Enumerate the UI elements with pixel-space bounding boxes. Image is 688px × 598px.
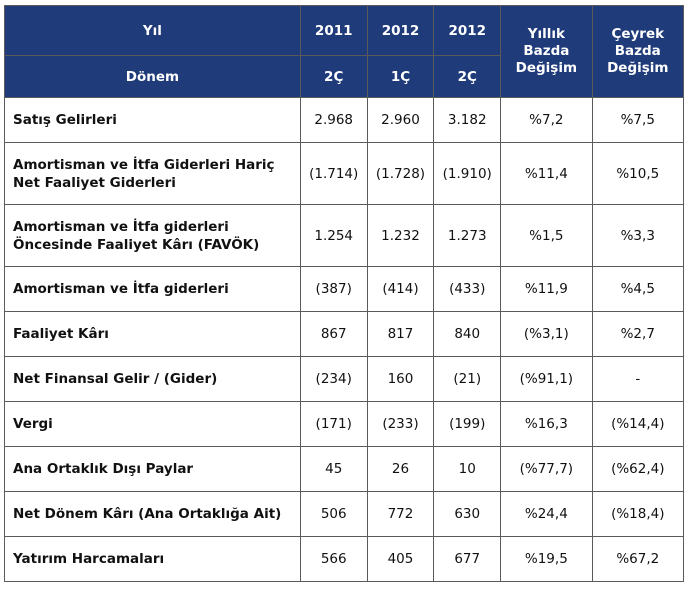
row-yearly-change: %1,5 xyxy=(500,204,593,267)
table-row: Net Dönem Kârı (Ana Ortaklığa Ait) 506 7… xyxy=(4,491,685,537)
row-value-2012-q1: 772 xyxy=(366,491,435,537)
row-quarterly-change: %67,2 xyxy=(591,536,685,582)
table-row: Vergi (171) (233) (199) %16,3 (%14,4) xyxy=(4,401,685,447)
row-label: Satış Gelirleri xyxy=(4,97,301,143)
row-value-2012-q1: 817 xyxy=(366,311,435,357)
row-value-2012-q1: 26 xyxy=(366,446,435,492)
row-yearly-change: (%77,7) xyxy=(500,446,593,492)
row-quarterly-change: %2,7 xyxy=(591,311,685,357)
row-value-2012-q2: 1.273 xyxy=(433,204,502,267)
financial-summary-table: Yıl 2011 2012 2012 Yıllık Bazda Değişim … xyxy=(4,5,685,582)
row-value-2012-q2: 630 xyxy=(433,491,502,537)
header-year-1: 2011 xyxy=(299,5,368,56)
row-value-2011-q2: 2.968 xyxy=(299,97,368,143)
header-period-3: 2Ç xyxy=(433,55,502,98)
row-yearly-change: %11,9 xyxy=(500,266,593,312)
row-label: Amortisman ve İtfa Giderleri Hariç Net F… xyxy=(4,142,301,205)
row-quarterly-change: %3,3 xyxy=(591,204,685,267)
row-yearly-change: %7,2 xyxy=(500,97,593,143)
row-label: Yatırım Harcamaları xyxy=(4,536,301,582)
row-value-2012-q2: 10 xyxy=(433,446,502,492)
table-row: Ana Ortaklık Dışı Paylar 45 26 10 (%77,7… xyxy=(4,446,685,492)
row-value-2012-q2: (21) xyxy=(433,356,502,402)
row-value-2012-q1: 2.960 xyxy=(366,97,435,143)
table-row: Satış Gelirleri 2.968 2.960 3.182 %7,2 %… xyxy=(4,97,685,143)
header-row-year: Yıl 2011 2012 2012 Yıllık Bazda Değişim … xyxy=(4,5,685,98)
header-period-2: 1Ç xyxy=(366,55,435,98)
row-value-2012-q2: (199) xyxy=(433,401,502,447)
row-label: Net Dönem Kârı (Ana Ortaklığa Ait) xyxy=(4,491,301,537)
row-value-2011-q2: 506 xyxy=(299,491,368,537)
row-yearly-change: %16,3 xyxy=(500,401,593,447)
header-period-1: 2Ç xyxy=(299,55,368,98)
row-value-2012-q2: 3.182 xyxy=(433,97,502,143)
table-row: Amortisman ve İtfa giderleri Öncesinde F… xyxy=(4,204,685,267)
row-value-2011-q2: 867 xyxy=(299,311,368,357)
row-value-2012-q1: (1.728) xyxy=(366,142,435,205)
row-label: Amortisman ve İtfa giderleri xyxy=(4,266,301,312)
header-year-label: Yıl xyxy=(4,5,301,56)
row-label: Vergi xyxy=(4,401,301,447)
header-row-period: Dönem 2Ç 1Ç 2Ç xyxy=(4,55,684,98)
table-row: Amortisman ve İtfa Giderleri Hariç Net F… xyxy=(4,142,685,205)
header-year-3: 2012 xyxy=(433,5,502,56)
row-value-2012-q2: (433) xyxy=(433,266,502,312)
row-quarterly-change: - xyxy=(591,356,685,402)
row-value-2012-q1: 405 xyxy=(366,536,435,582)
row-yearly-change: %19,5 xyxy=(500,536,593,582)
row-value-2011-q2: (171) xyxy=(299,401,368,447)
row-value-2012-q2: 840 xyxy=(433,311,502,357)
row-label: Faaliyet Kârı xyxy=(4,311,301,357)
header-quarterly-change: Çeyrek Bazda Değişim xyxy=(591,5,685,98)
row-value-2012-q1: 160 xyxy=(366,356,435,402)
header-period-label: Dönem xyxy=(4,55,301,98)
header-year-2: 2012 xyxy=(366,5,435,56)
row-yearly-change: %24,4 xyxy=(500,491,593,537)
row-quarterly-change: %10,5 xyxy=(591,142,685,205)
row-quarterly-change: %4,5 xyxy=(591,266,685,312)
row-value-2011-q2: 45 xyxy=(299,446,368,492)
row-value-2011-q2: 566 xyxy=(299,536,368,582)
row-value-2012-q1: (233) xyxy=(366,401,435,447)
row-value-2012-q1: (414) xyxy=(366,266,435,312)
row-value-2011-q2: (234) xyxy=(299,356,368,402)
row-quarterly-change: %7,5 xyxy=(591,97,685,143)
header-yearly-change: Yıllık Bazda Değişim xyxy=(500,5,593,98)
table-body: Satış Gelirleri 2.968 2.960 3.182 %7,2 %… xyxy=(4,97,685,582)
row-yearly-change: (%3,1) xyxy=(500,311,593,357)
row-value-2012-q2: (1.910) xyxy=(433,142,502,205)
row-value-2011-q2: (1.714) xyxy=(299,142,368,205)
row-quarterly-change: (%14,4) xyxy=(591,401,685,447)
row-quarterly-change: (%18,4) xyxy=(591,491,685,537)
row-label: Net Finansal Gelir / (Gider) xyxy=(4,356,301,402)
row-value-2011-q2: 1.254 xyxy=(299,204,368,267)
row-label: Ana Ortaklık Dışı Paylar xyxy=(4,446,301,492)
table-row: Amortisman ve İtfa giderleri (387) (414)… xyxy=(4,266,685,312)
table-header: Yıl 2011 2012 2012 Yıllık Bazda Değişim … xyxy=(4,5,685,98)
row-value-2011-q2: (387) xyxy=(299,266,368,312)
row-value-2012-q1: 1.232 xyxy=(366,204,435,267)
table-row: Faaliyet Kârı 867 817 840 (%3,1) %2,7 xyxy=(4,311,685,357)
table-row: Net Finansal Gelir / (Gider) (234) 160 (… xyxy=(4,356,685,402)
row-label: Amortisman ve İtfa giderleri Öncesinde F… xyxy=(4,204,301,267)
row-value-2012-q2: 677 xyxy=(433,536,502,582)
table-row: Yatırım Harcamaları 566 405 677 %19,5 %6… xyxy=(4,536,685,582)
row-yearly-change: (%91,1) xyxy=(500,356,593,402)
row-yearly-change: %11,4 xyxy=(500,142,593,205)
row-quarterly-change: (%62,4) xyxy=(591,446,685,492)
